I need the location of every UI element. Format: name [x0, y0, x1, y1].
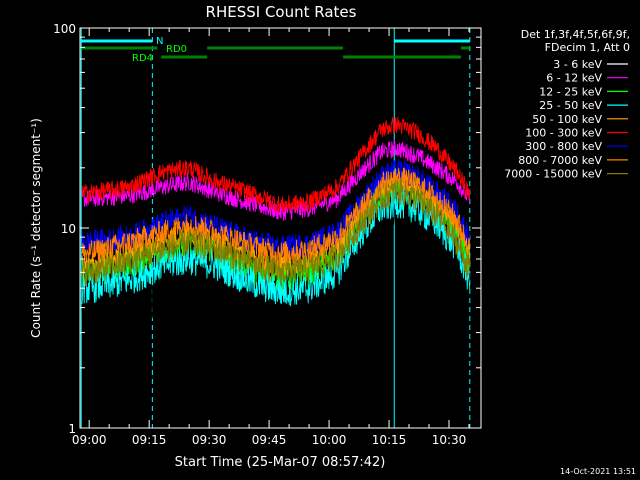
series-line-3-6keV — [81, 174, 471, 357]
chart-title: RHESSI Count Rates — [206, 3, 357, 21]
legend-header-line-2: FDecim 1, Att 0 — [545, 41, 630, 54]
flag-bar-n-1 — [81, 39, 153, 43]
legend: Det 1f,3f,4f,5f,6f,9f, FDecim 1, Att 0 3… — [504, 28, 630, 181]
legend-label: 100 - 300 keV — [525, 127, 602, 140]
x-tick-label: 09:00 — [72, 433, 107, 447]
legend-label: 6 - 12 keV — [546, 72, 602, 85]
legend-label: 300 - 800 keV — [525, 140, 602, 153]
footer-timestamp: 14-Oct-2021 13:51 — [560, 467, 636, 476]
x-tick-label: 10:15 — [372, 433, 407, 447]
x-tick-label: 09:45 — [252, 433, 287, 447]
x-tick-label: 09:30 — [192, 433, 227, 447]
x-tick-label: 09:15 — [132, 433, 167, 447]
y-tick-label: 1 — [68, 422, 76, 436]
y-axis-label: Count Rate (s⁻¹ detector segment⁻¹) — [29, 118, 43, 338]
x-tick-label: 10:30 — [432, 433, 467, 447]
flag-bar-rd0-3 — [461, 46, 470, 50]
y-tick-label: 100 — [53, 22, 76, 36]
x-axis-label: Start Time (25-Mar-07 08:57:42) — [175, 455, 386, 470]
series-line-6-12keV — [81, 139, 471, 221]
legend-label: 12 - 25 keV — [539, 85, 602, 98]
flag-bar-n-2 — [394, 39, 470, 43]
flag-label-rd0: RD0 — [166, 44, 187, 55]
series-line-7000-15000keV — [81, 177, 471, 287]
x-tick-label: 10:00 — [312, 433, 347, 447]
legend-header-line-1: Det 1f,3f,4f,5f,6f,9f, — [521, 28, 630, 41]
flag-bar-rd4-2 — [343, 55, 462, 59]
flag-bar-rd0-2 — [207, 46, 344, 50]
y-axis-ticks: 1 10 100 — [53, 22, 481, 436]
flag-bar-rd4-1 — [161, 55, 208, 59]
x-axis-ticks: 09:00 09:15 09:30 09:45 10:00 10:15 10:30 — [72, 28, 470, 447]
legend-label: 3 - 6 keV — [553, 58, 602, 71]
legend-label: 50 - 100 keV — [532, 113, 602, 126]
legend-label: 25 - 50 keV — [539, 99, 602, 112]
flag-label-rd4: RD4 — [132, 53, 153, 64]
series-layer — [81, 116, 471, 357]
legend-label: 800 - 7000 keV — [518, 154, 602, 167]
flag-label-n: N — [156, 36, 163, 47]
legend-label: 7000 - 15000 keV — [504, 168, 602, 181]
series-line-100-300keV — [81, 116, 471, 214]
flag-bar-rd0-1 — [81, 46, 158, 50]
y-tick-label: 10 — [61, 222, 76, 236]
